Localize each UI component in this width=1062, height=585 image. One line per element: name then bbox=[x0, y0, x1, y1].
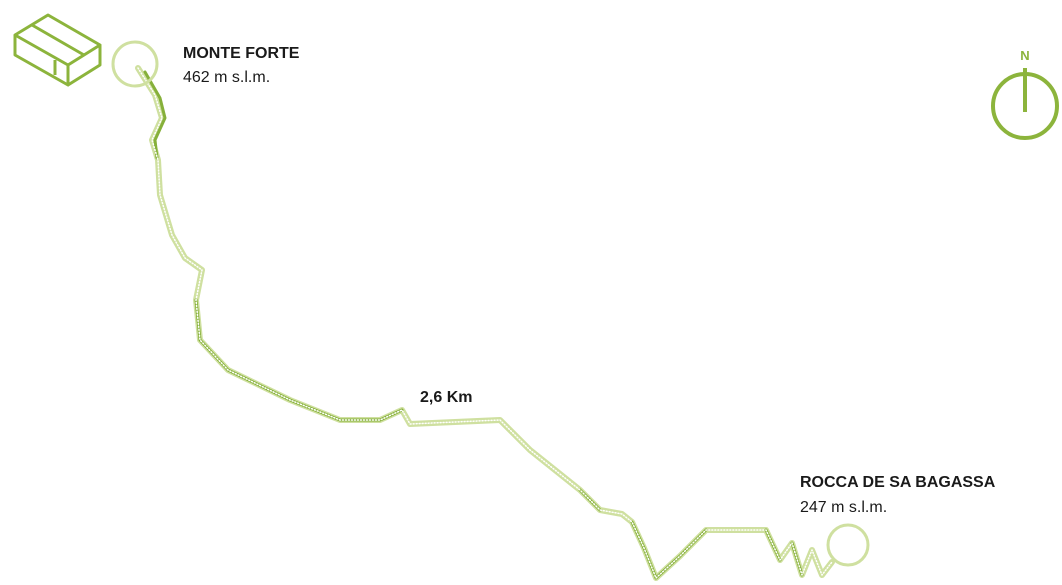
start-marker bbox=[111, 40, 159, 88]
end-elevation: 247 m s.l.m. bbox=[800, 499, 887, 516]
route-dots bbox=[137, 67, 833, 579]
end-marker bbox=[826, 523, 870, 567]
start-name: MONTE FORTE bbox=[183, 45, 300, 62]
building-icon bbox=[13, 13, 102, 87]
distance: 2,6 Km bbox=[420, 389, 472, 406]
route-dark bbox=[143, 70, 804, 580]
compass-label: N bbox=[1020, 48, 1029, 63]
end-name: ROCCA DE SA BAGASSA bbox=[800, 474, 996, 491]
start-elevation: 462 m s.l.m. bbox=[183, 69, 270, 86]
route bbox=[135, 65, 835, 581]
route-base bbox=[135, 65, 835, 581]
compass: N bbox=[991, 48, 1059, 140]
